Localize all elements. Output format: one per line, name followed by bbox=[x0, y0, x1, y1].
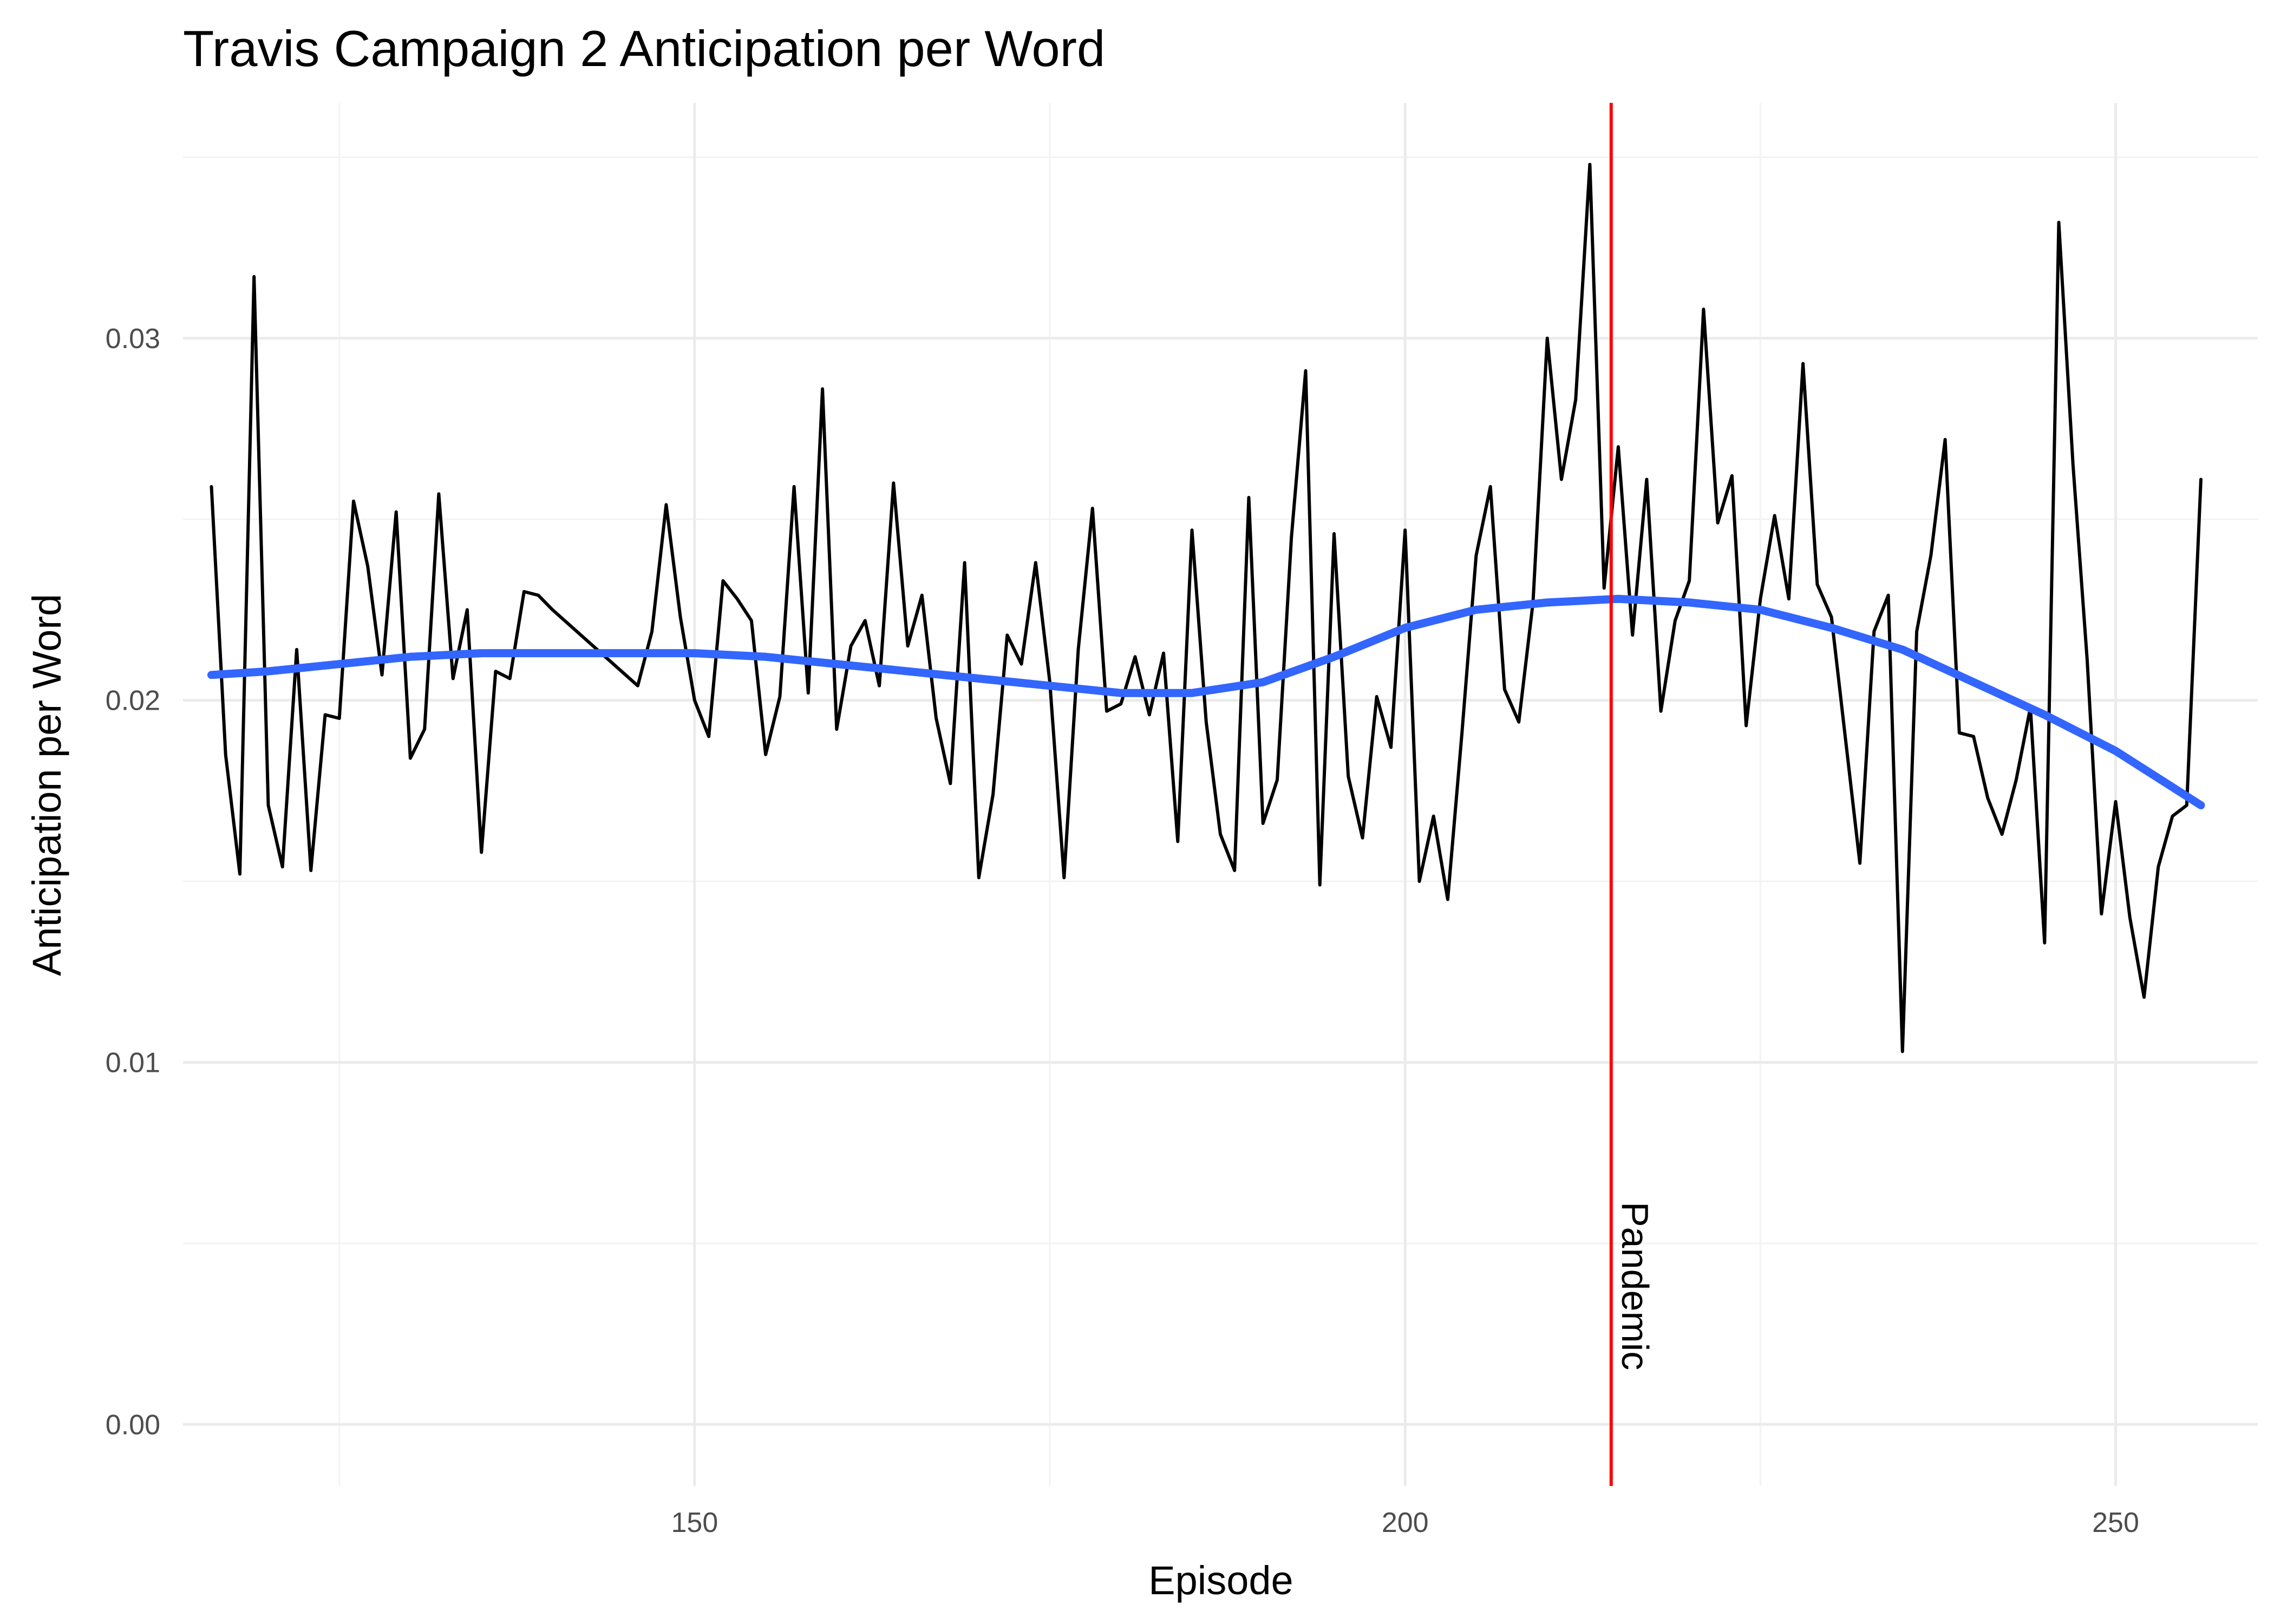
y-tick-label: 0.01 bbox=[106, 1047, 160, 1078]
annotation-layer: Pandemic bbox=[1609, 103, 1656, 1486]
y-axis-tick-labels: 0.00 0.01 0.02 0.03 bbox=[106, 323, 160, 1441]
y-axis-title: Anticipation per Word bbox=[24, 594, 69, 976]
y-tick-label: 0.03 bbox=[106, 323, 160, 355]
y-tick-label: 0.02 bbox=[106, 685, 160, 717]
y-tick-label: 0.00 bbox=[106, 1409, 160, 1440]
smooth-trend-line bbox=[207, 594, 2205, 810]
x-tick-label: 200 bbox=[1382, 1507, 1429, 1538]
pandemic-label: Pandemic bbox=[1614, 1202, 1656, 1370]
x-tick-label: 150 bbox=[671, 1507, 718, 1538]
chart-title: Travis Campaign 2 Anticipation per Word bbox=[183, 20, 1105, 77]
series-layer bbox=[207, 162, 2205, 1053]
x-axis-tick-labels: 150 200 250 bbox=[671, 1507, 2139, 1538]
anticipation-series-line bbox=[210, 162, 2203, 1053]
gridlines bbox=[183, 103, 2258, 1486]
x-axis-title: Episode bbox=[1148, 1558, 1293, 1603]
x-tick-label: 250 bbox=[2092, 1507, 2139, 1538]
